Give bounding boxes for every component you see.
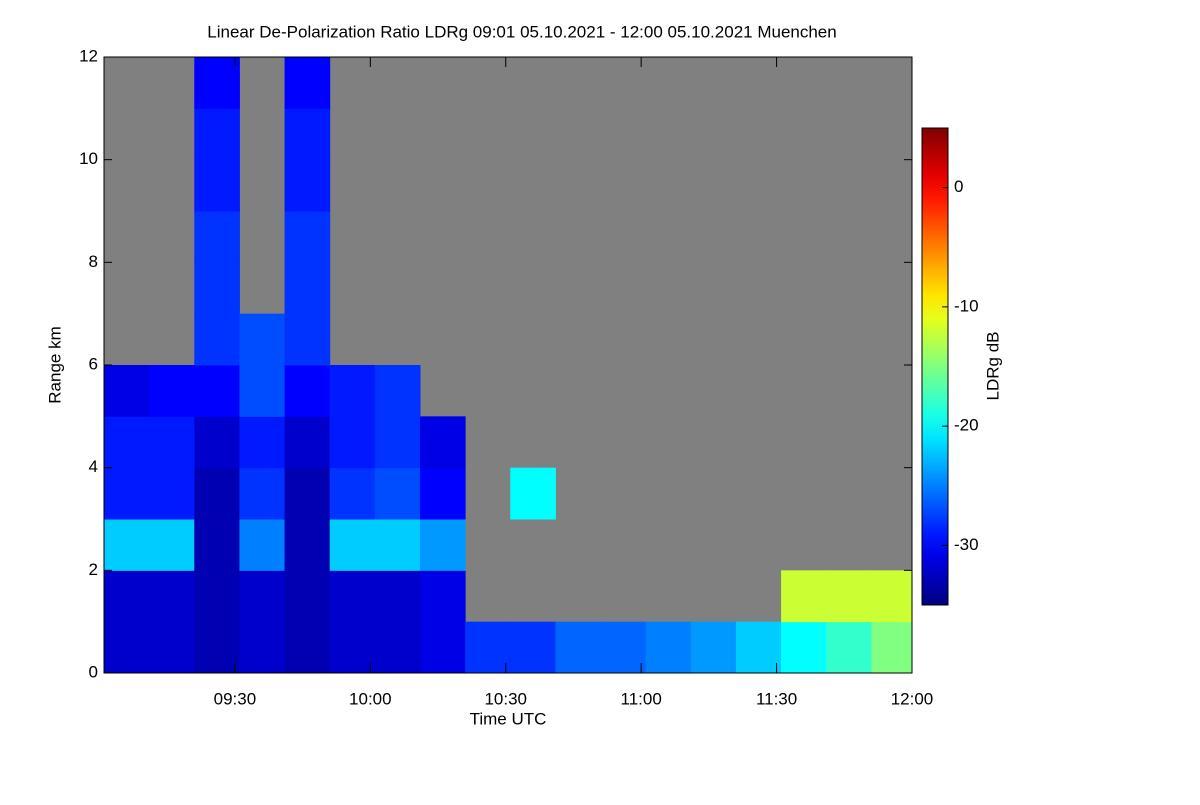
heat-cell [239,570,286,623]
x-tick-label: 12:00 [891,689,934,708]
heat-cell [555,621,602,674]
x-axis-label: Time UTC [470,709,547,728]
heat-cell [690,621,737,674]
heat-cell [419,621,466,674]
heat-cell [374,416,421,469]
x-tick-label: 10:30 [484,689,527,708]
heat-cell [104,519,150,571]
heat-cell [284,621,331,674]
heat-cell [149,416,195,469]
colorbar-tick-label: -10 [954,296,979,315]
heat-cell [149,467,195,520]
heat-cell [826,570,872,623]
y-tick-label: 2 [89,560,98,579]
heat-cell [239,467,286,520]
heat-cell [600,621,647,674]
heat-cell [871,570,913,623]
heat-cell [239,365,286,417]
heat-cell [104,365,150,417]
heat-cell [419,519,466,571]
heat-cell [374,365,421,417]
heat-cell [239,313,286,366]
heat-cell [149,621,195,674]
heat-cell [419,570,466,623]
heat-cell [104,570,150,623]
y-tick-label: 4 [89,457,98,476]
heat-cell [284,467,331,520]
heat-cell [374,519,421,571]
colorbar-tick-label: 0 [954,177,963,196]
heat-cell [329,519,376,571]
heat-cell [284,519,331,571]
y-tick-label: 10 [79,149,98,168]
heat-cell [194,519,240,571]
heat-cell [329,416,376,469]
heat-cell [329,570,376,623]
heat-cell [194,467,240,520]
heat-cell [284,313,331,366]
heat-cell [104,467,150,520]
heat-cell [781,570,827,623]
heat-cell [194,262,240,315]
heat-cell [104,416,150,469]
x-tick-label: 11:30 [756,689,797,708]
heat-cell [284,108,331,161]
heat-cell [284,262,331,315]
heat-cell [284,211,331,263]
heat-cell [194,365,240,417]
colorbar-tick-label: -20 [954,416,979,435]
colorbar [921,127,949,606]
x-tick-label: 09:30 [214,689,257,708]
heat-cell [465,621,511,674]
heat-cell [645,621,692,674]
y-tick-label: 8 [89,252,98,271]
heat-cell [194,313,240,366]
heat-cell [374,570,421,623]
y-tick-label: 0 [89,662,98,681]
heat-cell [419,467,466,520]
heat-cell [419,416,466,469]
heat-cell [284,57,331,109]
heat-cell [194,621,240,674]
heat-cell [194,211,240,263]
x-tick-label: 11:00 [621,689,662,708]
heat-cell [239,416,286,469]
x-tick-label: 10:00 [349,689,392,708]
heat-cell [284,570,331,623]
heat-cell [871,621,913,674]
heat-cell [104,621,150,674]
heat-cell [735,621,782,674]
chart-title: Linear De-Polarization Ratio LDRg 09:01 … [207,22,836,41]
heat-cell [194,108,240,161]
heat-cell [239,621,286,674]
heat-cell [239,519,286,571]
heat-cell [194,159,240,212]
heat-cell [329,467,376,520]
heat-cell [149,570,195,623]
y-axis-label: Range km [45,326,64,403]
y-tick-label: 12 [79,46,98,65]
colorbar-label: LDRg dB [983,332,1002,401]
heat-cell [194,416,240,469]
heat-cell [510,467,556,520]
heat-cell [329,365,376,417]
heat-cell [149,519,195,571]
heat-cell [826,621,872,674]
heat-cell [284,159,331,212]
heat-cell [374,467,421,520]
heat-cell [284,365,331,417]
y-tick-label: 6 [89,354,98,373]
heat-cell [374,621,421,674]
colorbar-tick-label: -30 [954,535,979,554]
heat-cell [284,416,331,469]
heat-cell [194,570,240,623]
heat-cell [149,365,195,417]
heat-cell [194,57,240,109]
heat-cell [510,621,556,674]
heat-cell [329,621,376,674]
heat-cell [781,621,827,674]
